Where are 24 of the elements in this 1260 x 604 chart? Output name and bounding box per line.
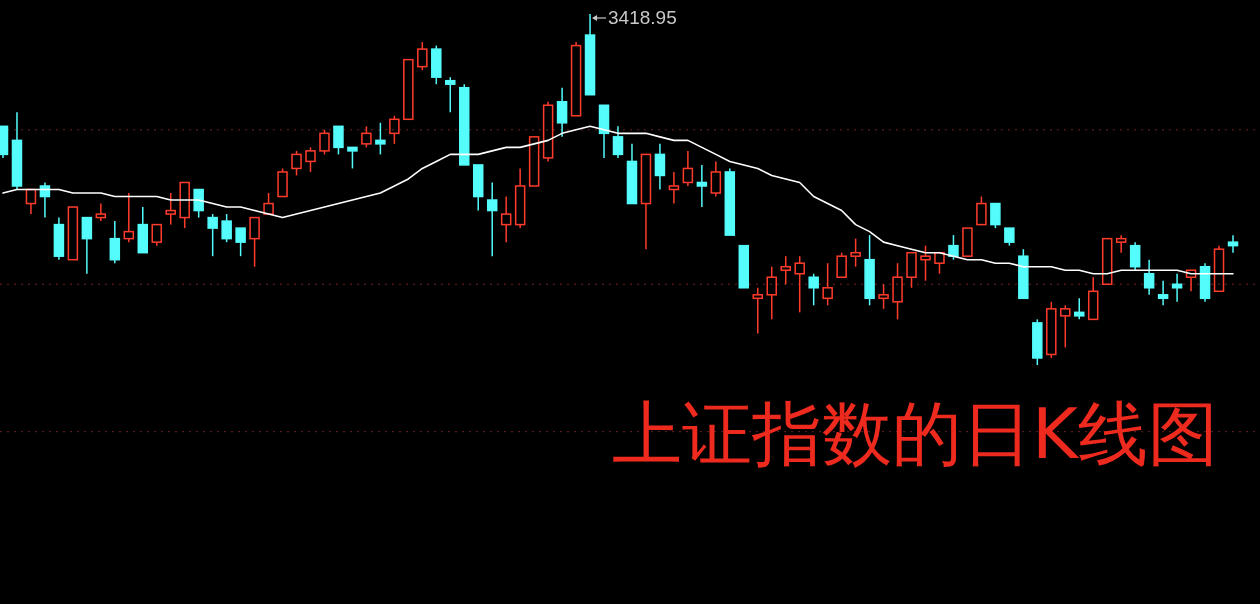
- candlestick: [612, 125, 624, 159]
- candlestick: [486, 181, 498, 257]
- candlestick: [123, 192, 135, 243]
- candlestick: [1171, 272, 1183, 303]
- candlestick: [500, 195, 512, 243]
- candlestick: [710, 160, 722, 198]
- candlestick: [752, 287, 764, 335]
- candlestick: [668, 171, 680, 205]
- candlestick: [514, 167, 526, 229]
- candlestick: [109, 220, 121, 264]
- text: 上证指数的日K线图: [612, 393, 1218, 475]
- candlestick: [53, 216, 65, 261]
- candlestick: [696, 164, 708, 208]
- annotation: 3418.95: [608, 7, 677, 28]
- candlestick: [766, 265, 777, 321]
- candlestick: [1157, 280, 1169, 307]
- candlestick: [1227, 234, 1239, 254]
- candlestick: [682, 150, 694, 187]
- candlestick: [1199, 262, 1211, 303]
- candlestick: [95, 202, 107, 222]
- candlestick: [1143, 258, 1155, 296]
- candlestick: [1115, 234, 1127, 254]
- candlestick: [654, 143, 666, 191]
- candlestick: [556, 86, 568, 138]
